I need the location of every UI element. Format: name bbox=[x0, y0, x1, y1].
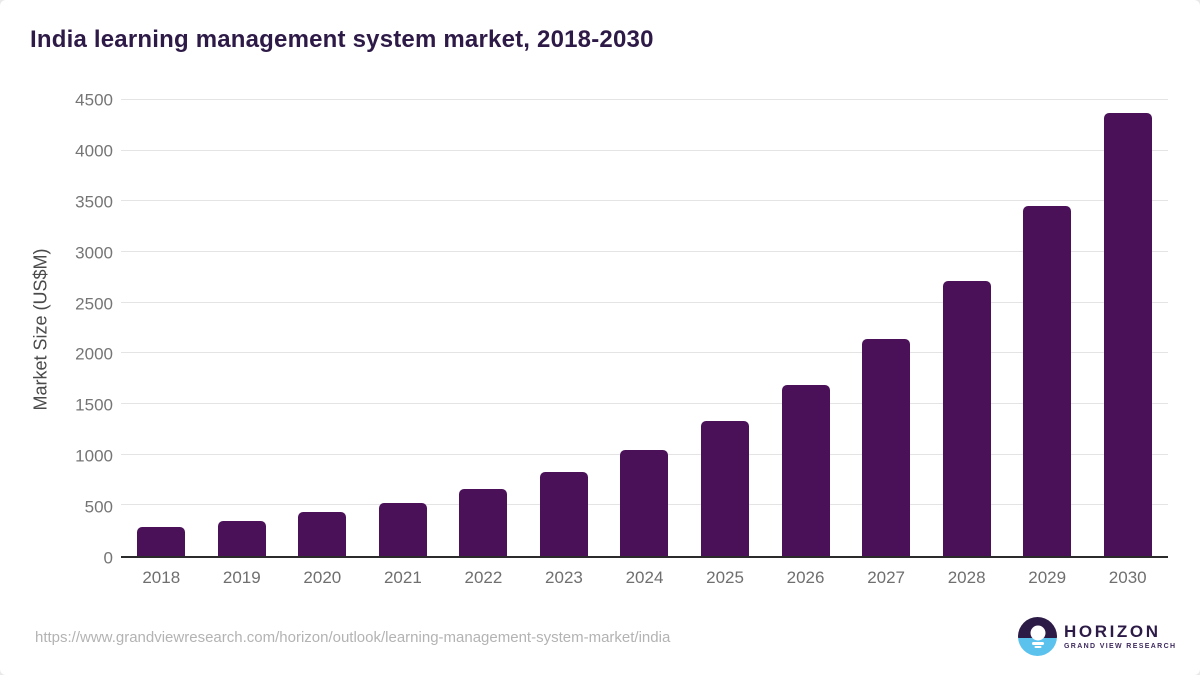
bar-slot-2028 bbox=[926, 100, 1007, 556]
y-tick-label-4500: 4500 bbox=[75, 90, 113, 110]
bar-slot-2025 bbox=[685, 100, 766, 556]
bar-slot-2019 bbox=[202, 100, 283, 556]
reflection-line-icon bbox=[1031, 641, 1044, 645]
bar-2018 bbox=[137, 527, 186, 556]
bar-slot-2026 bbox=[765, 100, 846, 556]
logo-subtitle: GRAND VIEW RESEARCH bbox=[1064, 642, 1177, 650]
y-tick-label-500: 500 bbox=[84, 497, 113, 517]
horizon-logo-icon bbox=[1018, 617, 1057, 656]
x-axis-tick-labels: 2018 2019 2020 2021 2022 2023 2024 2025 2026 2027… bbox=[121, 568, 1168, 590]
bar-slot-2021 bbox=[363, 100, 444, 556]
bar-2030 bbox=[1103, 112, 1152, 556]
x-tick-label-2027: 2027 bbox=[867, 568, 906, 587]
y-tick-label-4000: 4000 bbox=[75, 141, 113, 161]
y-tick-label-3500: 3500 bbox=[75, 192, 113, 212]
bar-slot-2022 bbox=[443, 100, 524, 556]
gridline-3000 bbox=[121, 251, 1168, 253]
chart-title: India learning management system market,… bbox=[30, 26, 654, 53]
bar-slot-2024 bbox=[604, 100, 685, 556]
plot-area bbox=[121, 99, 1168, 558]
y-tick-label-1000: 1000 bbox=[75, 446, 113, 466]
x-tick-label-2019: 2019 bbox=[222, 568, 261, 587]
gridline-2000 bbox=[121, 352, 1168, 354]
bar-2027 bbox=[862, 339, 911, 556]
horizon-logo: HORIZON GRAND VIEW RESEARCH bbox=[1018, 617, 1176, 656]
source-url: https://www.grandviewresearch.com/horizo… bbox=[35, 629, 671, 646]
bar-2026 bbox=[781, 384, 830, 556]
x-tick-label-2018: 2018 bbox=[142, 568, 181, 587]
sun-hole-icon bbox=[1030, 625, 1045, 641]
x-tick-label-2029: 2029 bbox=[1028, 568, 1067, 587]
logo-name: HORIZON bbox=[1064, 622, 1161, 642]
y-axis-tick-labels: 0 500 1000 1500 2000 2500 3000 3500 4000 4500 bbox=[0, 92, 113, 567]
reflection-line-icon bbox=[1034, 645, 1041, 649]
gridline-2500 bbox=[121, 301, 1168, 303]
bar-2025 bbox=[701, 421, 750, 556]
bar-2023 bbox=[539, 471, 588, 556]
bar-2028 bbox=[942, 280, 991, 556]
x-tick-label-2020: 2020 bbox=[303, 568, 342, 587]
bar-slot-2029 bbox=[1007, 100, 1088, 556]
gridline-1500 bbox=[121, 403, 1168, 405]
bar-slot-2018 bbox=[121, 100, 202, 556]
x-tick-label-2025: 2025 bbox=[706, 568, 744, 587]
x-tick-label-2024: 2024 bbox=[625, 568, 664, 587]
x-tick-label-2022: 2022 bbox=[464, 568, 503, 587]
bar-slot-2027 bbox=[846, 100, 927, 556]
bar-2029 bbox=[1023, 206, 1072, 556]
bar-slot-2030 bbox=[1087, 100, 1168, 556]
bar-2020 bbox=[298, 512, 347, 556]
y-tick-label-2500: 2500 bbox=[75, 294, 113, 314]
x-tick-label-2021: 2021 bbox=[383, 568, 422, 587]
y-tick-label-0: 0 bbox=[103, 548, 113, 568]
bar-2021 bbox=[378, 502, 427, 556]
x-tick-label-2030: 2030 bbox=[1108, 568, 1147, 587]
x-tick-label-2028: 2028 bbox=[947, 568, 986, 587]
bar-slot-2023 bbox=[524, 100, 605, 556]
gridline-4000 bbox=[121, 149, 1168, 151]
bar-slot-2020 bbox=[282, 100, 363, 556]
gridline-3500 bbox=[121, 200, 1168, 202]
bar-2024 bbox=[620, 449, 669, 556]
y-tick-label-3000: 3000 bbox=[75, 243, 113, 263]
x-tick-label-2023: 2023 bbox=[545, 568, 583, 587]
y-tick-label-2000: 2000 bbox=[75, 344, 113, 364]
gridline-4500 bbox=[121, 99, 1168, 100]
bar-2019 bbox=[217, 521, 266, 556]
x-tick-label-2026: 2026 bbox=[786, 568, 825, 587]
logo-text: HORIZON GRAND VIEW RESEARCH bbox=[1064, 622, 1177, 650]
bar-2022 bbox=[459, 488, 508, 556]
y-tick-label-1500: 1500 bbox=[75, 395, 113, 415]
